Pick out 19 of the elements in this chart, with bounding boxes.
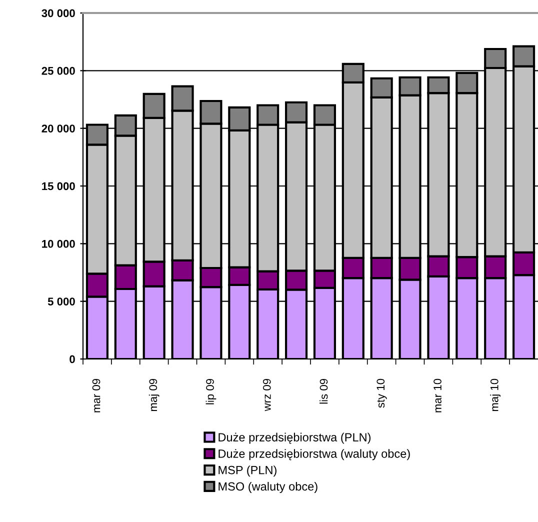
x-tick-label: mar 09 [92,378,100,412]
y-tick-label: 10 000 [42,240,75,248]
y-tick-label: 30 000 [42,9,75,18]
legend-label: MSO (waluty obce) [218,482,318,493]
y-tick-label: 25 000 [42,66,75,75]
x-tick-label: maj 09 [148,378,160,412]
legend-label: MSP (PLN) [218,466,276,477]
y-tick-label: 5 000 [48,298,75,306]
x-tick-label: lip 09 [206,378,216,404]
y-tick-label: 20 000 [42,124,75,132]
x-tick-label: lis 09 [320,378,328,404]
x-tick-label: mar 10 [434,378,442,412]
y-tick-label: 15 000 [42,182,75,190]
x-tick-label: wrz 09 [262,378,271,412]
x-tick-label: sty 10 [376,378,387,408]
legend-label: Duże przedsiębiorstwa (waluty obce) [218,449,410,460]
legend-label: Duże przedsiębiorstwa (PLN) [218,432,371,444]
y-tick-label: 0 [70,355,75,364]
x-tick-label: maj 10 [490,378,501,412]
